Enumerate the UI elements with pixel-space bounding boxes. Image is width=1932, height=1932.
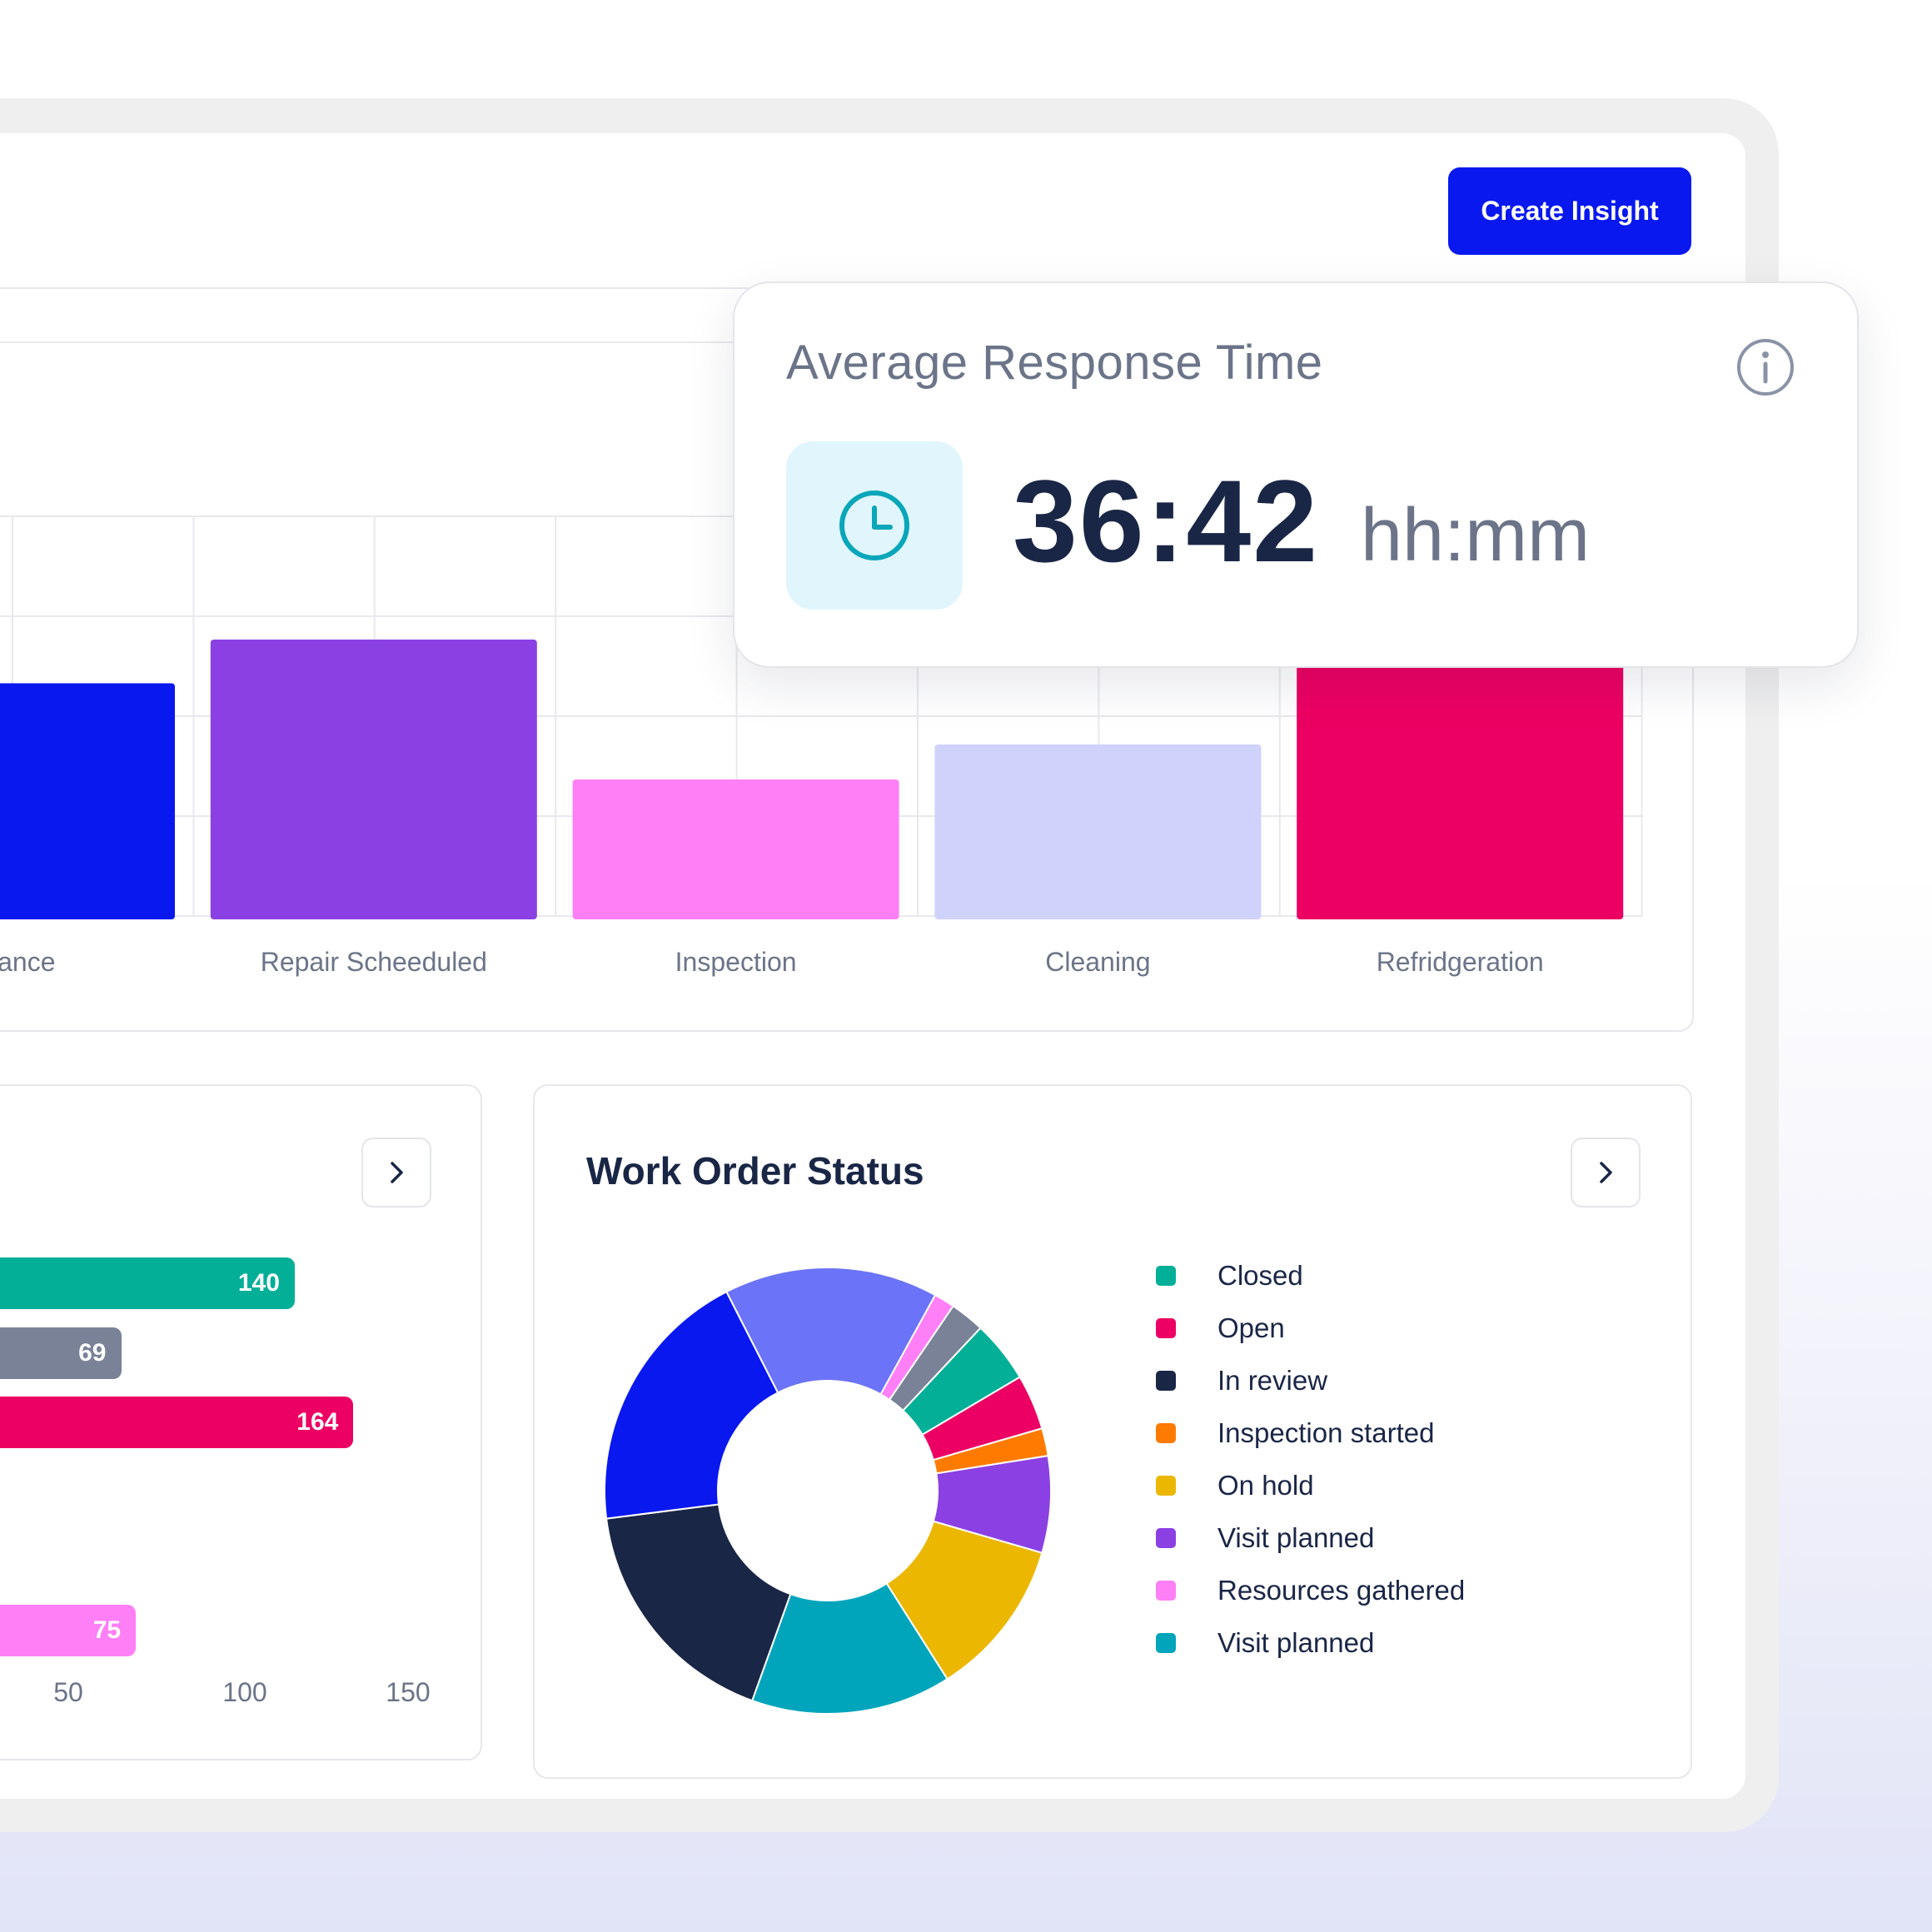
hbar[interactable]: 75	[0, 1605, 137, 1656]
donut-slice[interactable]	[605, 1503, 792, 1702]
legend-item: Visit planned	[1156, 1511, 1465, 1564]
work-order-status-card: Work Order Status Closed Open In review Ins…	[533, 1084, 1692, 1779]
legend-label: Closed	[1217, 1259, 1303, 1291]
legend-label: Resources gathered	[1217, 1574, 1466, 1606]
hbar-value-label: 69	[78, 1339, 107, 1367]
legend-swatch	[1156, 1632, 1176, 1653]
legend-label: Visit planned	[1217, 1521, 1375, 1553]
hbar-tick-label: 150	[386, 1677, 431, 1707]
category-label: enance	[0, 947, 56, 977]
bar-inspection[interactable]	[572, 779, 899, 919]
category-label: Refridgeration	[1376, 947, 1544, 977]
info-icon[interactable]	[1736, 338, 1795, 396]
legend-item: Open	[1156, 1302, 1465, 1354]
hbar[interactable]: 140	[0, 1257, 295, 1309]
legend-swatch	[1156, 1370, 1176, 1391]
bar-repair-scheeduled[interactable]	[210, 640, 537, 919]
donut-slice[interactable]	[604, 1290, 779, 1520]
clock-icon	[839, 490, 909, 560]
legend-item: Resources gathered	[1156, 1564, 1465, 1616]
create-insight-button[interactable]: Create Insight	[1448, 167, 1691, 255]
hbar-value-label: 140	[237, 1269, 280, 1297]
hbar[interactable]: 164	[0, 1397, 354, 1448]
legend-swatch	[1156, 1475, 1176, 1496]
legend-item: Closed	[1156, 1249, 1465, 1302]
average-response-time-card: Average Response Time 36:42 hh:mm	[733, 281, 1859, 668]
legend-label: On hold	[1217, 1469, 1314, 1501]
hbar-value-label: 75	[92, 1616, 122, 1644]
legend-item: Visit planned	[1156, 1616, 1465, 1669]
legend-label: Inspection started	[1217, 1417, 1435, 1448]
chevron-right-icon	[1600, 1162, 1612, 1183]
hbar-tick-label: 50	[53, 1677, 83, 1707]
work-order-donut-chart	[604, 1267, 1052, 1715]
response-time-value: 36:42	[1013, 456, 1320, 586]
donut-slice[interactable]	[885, 1520, 1043, 1681]
legend-label: Open	[1217, 1312, 1285, 1343]
legend-swatch	[1156, 1580, 1176, 1601]
clock-icon-box	[786, 441, 963, 610]
work-order-legend: Closed Open In review Inspection started On …	[1156, 1249, 1465, 1669]
legend-swatch	[1156, 1422, 1176, 1443]
category-label: Cleaning	[1045, 947, 1151, 977]
legend-swatch	[1156, 1527, 1176, 1548]
bar-maintenance[interactable]	[0, 683, 175, 920]
hbar[interactable]: 69	[0, 1327, 122, 1379]
legend-item: Inspection started	[1156, 1407, 1465, 1459]
category-label: Repair Scheeduled	[260, 947, 487, 977]
response-card-title: Average Response Time	[786, 336, 1323, 390]
donut-slice[interactable]	[750, 1582, 949, 1715]
work-order-next-button[interactable]	[1571, 1138, 1641, 1208]
legend-label: Visit planned	[1217, 1626, 1375, 1658]
hbar-value-label: 164	[296, 1408, 339, 1436]
legend-item: In review	[1156, 1354, 1465, 1407]
legend-label: In review	[1217, 1364, 1328, 1396]
legend-swatch	[1156, 1317, 1176, 1338]
legend-item: On hold	[1156, 1459, 1465, 1511]
category-label: Inspection	[675, 947, 797, 977]
work-order-title: Work Order Status	[586, 1149, 924, 1193]
response-time-unit: hh:mm	[1361, 494, 1591, 577]
donut-slice[interactable]	[724, 1267, 937, 1396]
legend-swatch	[1156, 1265, 1176, 1286]
chevron-right-icon	[391, 1162, 403, 1183]
hbar-tick-label: 100	[222, 1677, 267, 1707]
hbar-next-button[interactable]	[361, 1138, 431, 1208]
bar-cleaning[interactable]	[934, 744, 1262, 919]
horizontal-bar-card: 140 69 164 75 50 100 150	[0, 1084, 482, 1760]
